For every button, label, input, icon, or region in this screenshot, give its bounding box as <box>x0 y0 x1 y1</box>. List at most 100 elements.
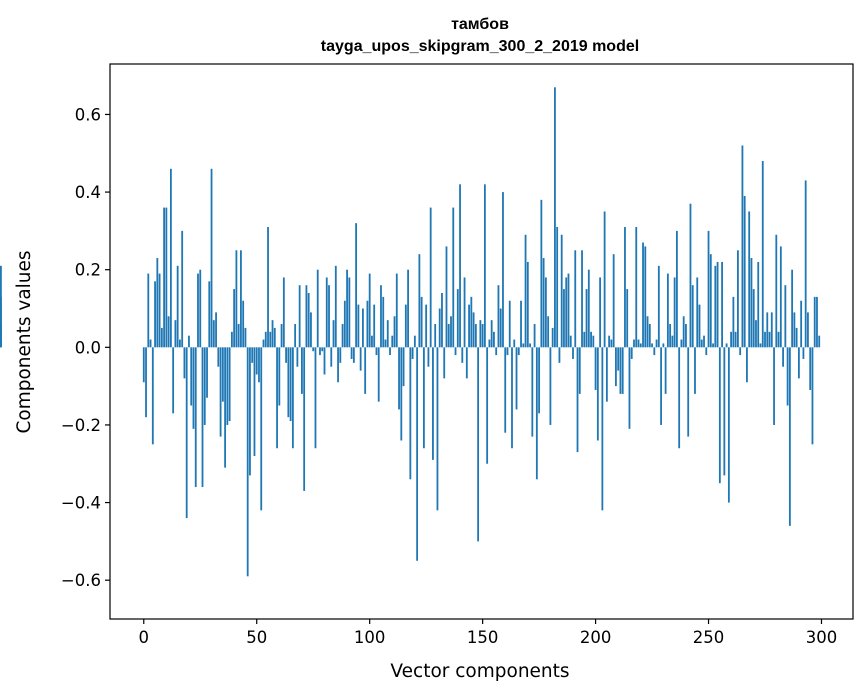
bar <box>296 347 299 367</box>
bar <box>721 261 723 348</box>
bar <box>215 312 217 348</box>
bar <box>526 261 529 348</box>
bar <box>429 207 432 348</box>
bar <box>569 335 572 348</box>
bar <box>337 347 339 383</box>
bar <box>305 285 308 348</box>
bar <box>233 289 236 348</box>
bar <box>172 347 175 414</box>
bar <box>341 324 344 348</box>
bar <box>224 347 226 468</box>
bar <box>551 327 554 348</box>
bar <box>355 223 358 348</box>
bar <box>156 258 159 348</box>
bar <box>689 203 692 348</box>
bar <box>635 227 638 348</box>
bar <box>348 277 351 348</box>
bar <box>493 331 495 348</box>
bar <box>486 347 489 464</box>
bar <box>391 335 394 348</box>
bar <box>386 320 389 348</box>
bar <box>427 347 430 367</box>
bar <box>420 296 423 348</box>
bar <box>531 347 534 437</box>
bar <box>262 339 265 348</box>
bar <box>461 347 464 363</box>
x-axis: 0 50 100 150 200 250 300 <box>139 619 838 647</box>
bar <box>709 254 712 348</box>
bar <box>188 335 190 348</box>
bar <box>158 273 161 348</box>
bar <box>682 316 685 348</box>
bar <box>520 300 522 348</box>
bar <box>624 227 626 348</box>
bar <box>438 308 441 348</box>
bar <box>502 192 504 348</box>
bar <box>352 347 355 363</box>
bar <box>409 347 412 480</box>
bar <box>456 289 459 348</box>
bar <box>201 347 204 488</box>
bar <box>499 308 502 348</box>
bar <box>0 324 2 348</box>
bar <box>596 347 599 441</box>
bar <box>653 347 656 356</box>
bar <box>529 343 531 348</box>
bar <box>743 195 746 348</box>
bar <box>818 335 821 348</box>
bar <box>515 347 518 410</box>
bar <box>696 277 699 348</box>
bar <box>766 312 769 348</box>
bar <box>472 312 475 348</box>
bar <box>289 347 292 422</box>
bar <box>273 327 276 348</box>
bar <box>583 331 586 348</box>
bar <box>664 347 667 394</box>
bar <box>346 269 348 348</box>
bar <box>691 285 694 348</box>
x-tick-label: 300 <box>806 628 838 647</box>
bar <box>576 347 579 453</box>
y-axis-label: Components values <box>14 250 35 433</box>
bar <box>522 343 525 348</box>
bar <box>549 347 552 425</box>
bar <box>807 312 809 348</box>
bar <box>739 347 742 356</box>
bar <box>581 250 583 348</box>
bar <box>190 347 193 406</box>
bar <box>621 347 624 394</box>
bar <box>727 347 730 503</box>
bar <box>687 347 690 437</box>
bar <box>544 277 547 348</box>
bar <box>770 312 773 348</box>
bar <box>230 331 233 348</box>
bar <box>441 292 443 348</box>
bar <box>240 250 242 348</box>
bar <box>651 343 653 348</box>
bar <box>192 347 195 429</box>
bar <box>364 347 367 394</box>
bar <box>662 343 665 348</box>
bar <box>594 347 597 391</box>
bar <box>752 289 755 348</box>
bar <box>813 296 816 348</box>
bar <box>459 184 461 348</box>
bar <box>678 347 681 449</box>
bar <box>540 199 543 348</box>
bar <box>468 304 470 348</box>
bar <box>395 273 398 348</box>
bar <box>657 265 660 348</box>
bar <box>477 347 480 542</box>
bar <box>267 227 269 348</box>
bar <box>565 277 568 348</box>
bar <box>373 304 376 348</box>
bar <box>203 347 206 425</box>
bars-group <box>0 87 821 577</box>
bar <box>298 285 301 348</box>
bar <box>294 324 297 348</box>
bar <box>560 234 563 348</box>
bar <box>249 347 251 476</box>
chart-title: тамбов <box>451 16 509 33</box>
bar <box>761 161 764 348</box>
x-tick-label: 0 <box>139 628 150 647</box>
